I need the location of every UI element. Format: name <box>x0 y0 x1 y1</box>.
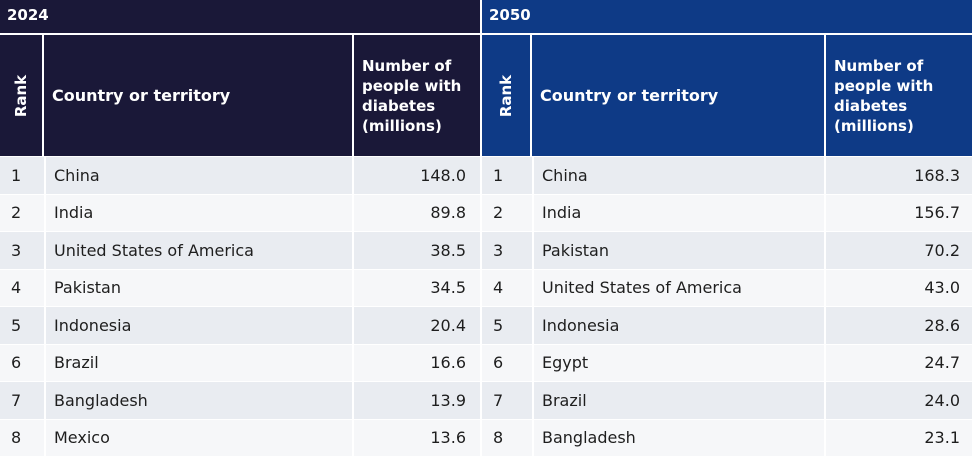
rank-cell: 1 <box>493 165 504 185</box>
country-cell: Indonesia <box>532 307 826 344</box>
rank-cell: 7 <box>11 390 22 410</box>
country-cell: United States of America <box>44 232 354 269</box>
table-row: 7 Bangladesh 13.9 <box>0 381 480 419</box>
value-cell: 13.6 <box>430 428 466 448</box>
value-cell: 13.9 <box>430 390 466 410</box>
table-row: 3 United States of America 38.5 <box>0 231 480 269</box>
country-cell: India <box>44 194 354 231</box>
rank-cell: 6 <box>493 353 504 373</box>
country-cell: China <box>532 157 826 194</box>
value-cell: 24.7 <box>924 353 960 373</box>
value-cell: 70.2 <box>924 240 960 260</box>
rank-cell: 2 <box>11 203 22 223</box>
country-cell: Bangladesh <box>532 419 826 456</box>
rank-cell: 3 <box>11 240 22 260</box>
rank-cell: 3 <box>493 240 504 260</box>
table-header: Rank Country or territory Number of peop… <box>0 33 480 156</box>
year-heading: 2050 <box>482 0 972 33</box>
table-body: 1 China 168.3 2 India 156.7 3 Pakistan 7… <box>482 156 972 456</box>
rank-header-label: Rank <box>12 74 31 117</box>
table-row: 1 China 168.3 <box>482 156 972 194</box>
value-cell: 24.0 <box>924 390 960 410</box>
value-cell: 38.5 <box>430 240 466 260</box>
country-cell: India <box>532 194 826 231</box>
year-heading: 2024 <box>0 0 480 33</box>
number-column-header: Number of people with diabetes (millions… <box>834 56 934 135</box>
table-row: 8 Mexico 13.6 <box>0 418 480 456</box>
rank-header-label: Rank <box>496 74 515 117</box>
rank-cell: 4 <box>493 278 504 298</box>
table-row: 7 Brazil 24.0 <box>482 381 972 419</box>
country-cell: Mexico <box>44 419 354 456</box>
value-cell: 16.6 <box>430 353 466 373</box>
country-cell: Egypt <box>532 344 826 381</box>
value-cell: 148.0 <box>420 165 466 185</box>
country-cell: Bangladesh <box>44 382 354 419</box>
country-cell: Pakistan <box>532 232 826 269</box>
value-cell: 89.8 <box>430 203 466 223</box>
table-header: Rank Country or territory Number of peop… <box>482 33 972 156</box>
table-row: 4 United States of America 43.0 <box>482 268 972 306</box>
country-column-header: Country or territory <box>532 35 826 156</box>
country-cell: China <box>44 157 354 194</box>
rank-cell: 7 <box>493 390 504 410</box>
table-body: 1 China 148.0 2 India 89.8 3 United Stat… <box>0 156 480 456</box>
rank-cell: 2 <box>493 203 504 223</box>
value-cell: 168.3 <box>914 165 960 185</box>
rank-cell: 5 <box>493 315 504 335</box>
value-cell: 28.6 <box>924 315 960 335</box>
value-cell: 34.5 <box>430 278 466 298</box>
table-row: 4 Pakistan 34.5 <box>0 268 480 306</box>
country-column-header: Country or territory <box>44 35 354 156</box>
value-cell: 20.4 <box>430 315 466 335</box>
table-row: 2 India 156.7 <box>482 193 972 231</box>
country-cell: Indonesia <box>44 307 354 344</box>
rank-cell: 8 <box>11 428 22 448</box>
table-row: 2 India 89.8 <box>0 193 480 231</box>
value-cell: 43.0 <box>924 278 960 298</box>
rank-cell: 6 <box>11 353 22 373</box>
table-row: 3 Pakistan 70.2 <box>482 231 972 269</box>
country-cell: Brazil <box>532 382 826 419</box>
table-2024: 2024 Rank Country or territory Number of… <box>0 0 480 459</box>
value-cell: 156.7 <box>914 203 960 223</box>
rank-column-header: Rank <box>482 35 532 156</box>
table-row: 5 Indonesia 28.6 <box>482 306 972 344</box>
table-row: 5 Indonesia 20.4 <box>0 306 480 344</box>
rank-cell: 1 <box>11 165 22 185</box>
rank-cell: 8 <box>493 428 504 448</box>
value-cell: 23.1 <box>924 428 960 448</box>
table-row: 6 Brazil 16.6 <box>0 343 480 381</box>
rank-column-header: Rank <box>0 35 44 156</box>
country-cell: United States of America <box>532 269 826 306</box>
country-cell: Pakistan <box>44 269 354 306</box>
table-row: 6 Egypt 24.7 <box>482 343 972 381</box>
country-cell: Brazil <box>44 344 354 381</box>
rank-cell: 5 <box>11 315 22 335</box>
table-2050: 2050 Rank Country or territory Number of… <box>482 0 972 459</box>
rank-cell: 4 <box>11 278 22 298</box>
table-row: 8 Bangladesh 23.1 <box>482 418 972 456</box>
table-row: 1 China 148.0 <box>0 156 480 194</box>
number-column-header: Number of people with diabetes (millions… <box>362 56 462 135</box>
